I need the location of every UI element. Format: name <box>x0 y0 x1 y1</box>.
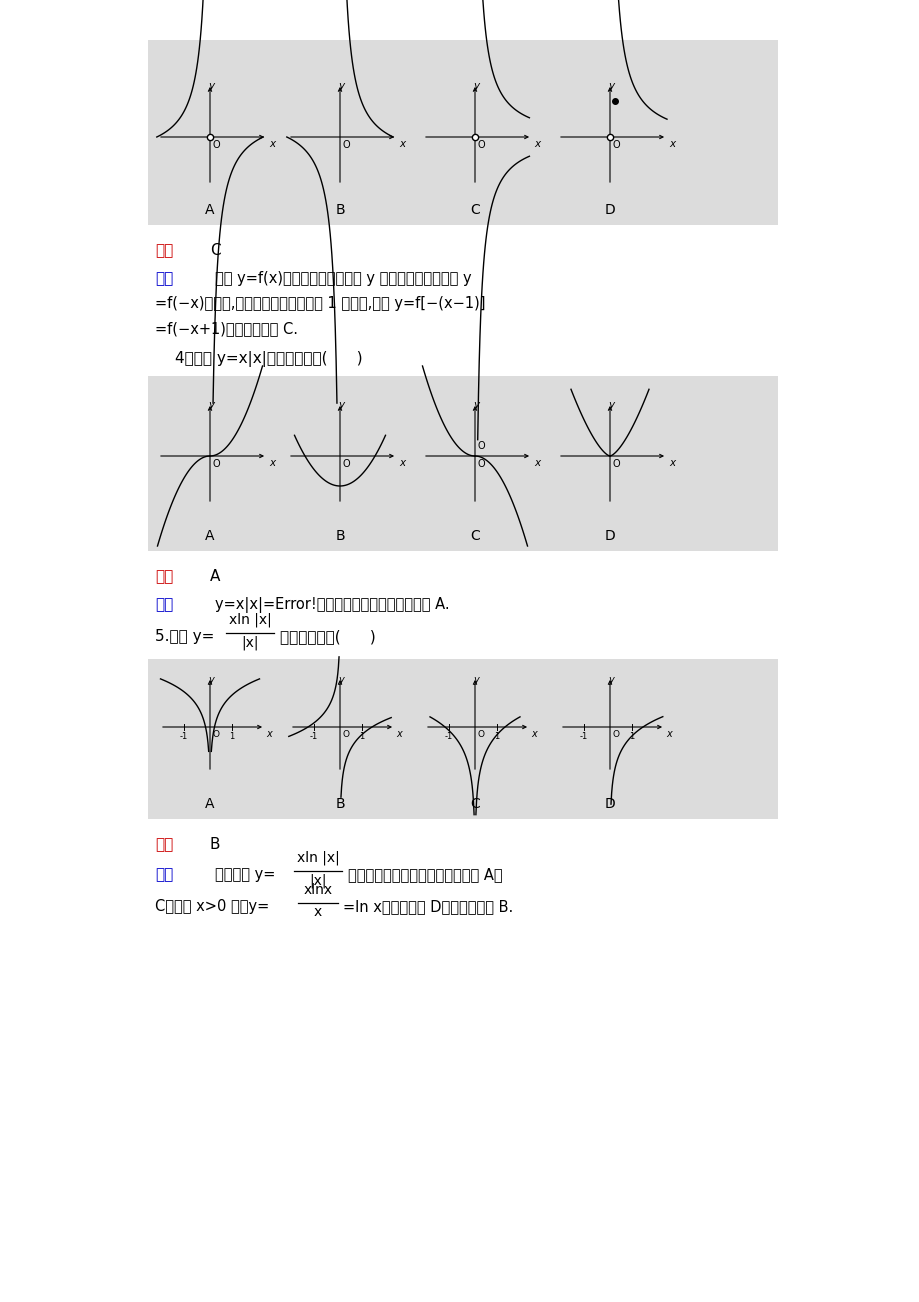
Bar <box>148 659 777 819</box>
Text: x: x <box>268 458 275 467</box>
Text: 1: 1 <box>359 732 364 741</box>
Text: y: y <box>337 400 344 410</box>
Bar <box>148 376 777 551</box>
Text: D: D <box>604 203 615 217</box>
Text: 为定义域上的奇函数，可排除选项 A、: 为定义域上的奇函数，可排除选项 A、 <box>347 867 502 881</box>
Text: 1: 1 <box>229 732 234 741</box>
Text: x: x <box>399 139 404 148</box>
Text: =ln x，排除选项 D，所以答案选 B.: =ln x，排除选项 D，所以答案选 B. <box>343 898 513 914</box>
Text: xlnx: xlnx <box>303 883 332 897</box>
Text: C，而当 x>0 时，y=: C，而当 x>0 时，y= <box>154 898 269 914</box>
Text: 1: 1 <box>629 732 634 741</box>
Text: 画出 y=f(x)的图象，再作其关于 y 轴对称的图象，得到 y: 画出 y=f(x)的图象，再作其关于 y 轴对称的图象，得到 y <box>215 271 471 286</box>
Text: |x|: |x| <box>309 874 326 888</box>
Text: 的图象可能是(      ): 的图象可能是( ) <box>279 629 375 644</box>
Text: O: O <box>343 141 350 150</box>
Text: 解析: 解析 <box>154 598 173 612</box>
Text: y: y <box>472 400 479 410</box>
Text: A: A <box>205 203 214 217</box>
Text: -1: -1 <box>180 732 187 741</box>
Text: y: y <box>337 674 344 685</box>
Text: C: C <box>470 529 480 543</box>
Text: B: B <box>210 837 221 852</box>
Text: x: x <box>533 139 539 148</box>
Text: y: y <box>607 674 613 685</box>
Text: y: y <box>607 81 614 91</box>
Text: O: O <box>478 141 485 150</box>
Bar <box>148 40 777 225</box>
Text: y: y <box>208 674 213 685</box>
Text: 显然函数 y=: 显然函数 y= <box>215 867 275 881</box>
Text: =f(−x+1)的图象，故选 C.: =f(−x+1)的图象，故选 C. <box>154 322 298 336</box>
Text: 解析: 解析 <box>154 271 173 286</box>
Text: O: O <box>213 730 220 740</box>
Text: x: x <box>530 729 536 740</box>
Text: B: B <box>335 529 345 543</box>
Text: C: C <box>470 203 480 217</box>
Text: C: C <box>210 243 221 258</box>
Text: x: x <box>268 139 275 148</box>
Text: y: y <box>337 81 344 91</box>
Text: =f(−x)的图象,再将所得图象向右平移 1 个单位,得到 y=f[−(x−1)]: =f(−x)的图象,再将所得图象向右平移 1 个单位,得到 y=f[−(x−1)… <box>154 296 485 311</box>
Text: D: D <box>604 529 615 543</box>
Text: y: y <box>472 674 478 685</box>
Text: O: O <box>213 460 221 469</box>
Text: x: x <box>395 729 402 740</box>
Text: 1: 1 <box>494 732 499 741</box>
Text: 答案: 答案 <box>154 243 173 258</box>
Text: 4．函数 y=x|x|的图象大致是(      ): 4．函数 y=x|x|的图象大致是( ) <box>175 352 362 367</box>
Text: y: y <box>208 400 214 410</box>
Text: x: x <box>313 905 322 919</box>
Text: -1: -1 <box>445 732 453 741</box>
Text: O: O <box>478 730 484 740</box>
Text: O: O <box>612 141 620 150</box>
Text: A: A <box>205 529 214 543</box>
Text: x: x <box>399 458 404 467</box>
Text: |x|: |x| <box>241 635 258 650</box>
Text: 答案: 答案 <box>154 837 173 852</box>
Text: O: O <box>612 460 620 469</box>
Text: -1: -1 <box>579 732 587 741</box>
Text: D: D <box>604 797 615 811</box>
Text: x: x <box>668 458 675 467</box>
Text: O: O <box>478 441 485 450</box>
Text: 5.函数 y=: 5.函数 y= <box>154 629 214 644</box>
Text: 解析: 解析 <box>154 867 173 881</box>
Text: O: O <box>213 141 221 150</box>
Text: x: x <box>665 729 671 740</box>
Text: xln |x|: xln |x| <box>296 850 339 865</box>
Text: B: B <box>335 203 345 217</box>
Text: C: C <box>470 797 480 811</box>
Text: x: x <box>668 139 675 148</box>
Text: A: A <box>210 569 221 585</box>
Text: x: x <box>266 729 271 740</box>
Text: O: O <box>343 460 350 469</box>
Text: O: O <box>343 730 349 740</box>
Text: 答案: 答案 <box>154 569 173 585</box>
Text: x: x <box>533 458 539 467</box>
Text: y: y <box>472 81 479 91</box>
Text: xln |x|: xln |x| <box>229 612 271 628</box>
Text: O: O <box>612 730 619 740</box>
Text: A: A <box>205 797 214 811</box>
Text: O: O <box>478 460 485 469</box>
Text: -1: -1 <box>310 732 318 741</box>
Text: y: y <box>607 400 614 410</box>
Text: y=x|x|=Error!借助二次函数的图象易知应选 A.: y=x|x|=Error!借助二次函数的图象易知应选 A. <box>215 598 449 613</box>
Text: y: y <box>208 81 214 91</box>
Text: B: B <box>335 797 345 811</box>
